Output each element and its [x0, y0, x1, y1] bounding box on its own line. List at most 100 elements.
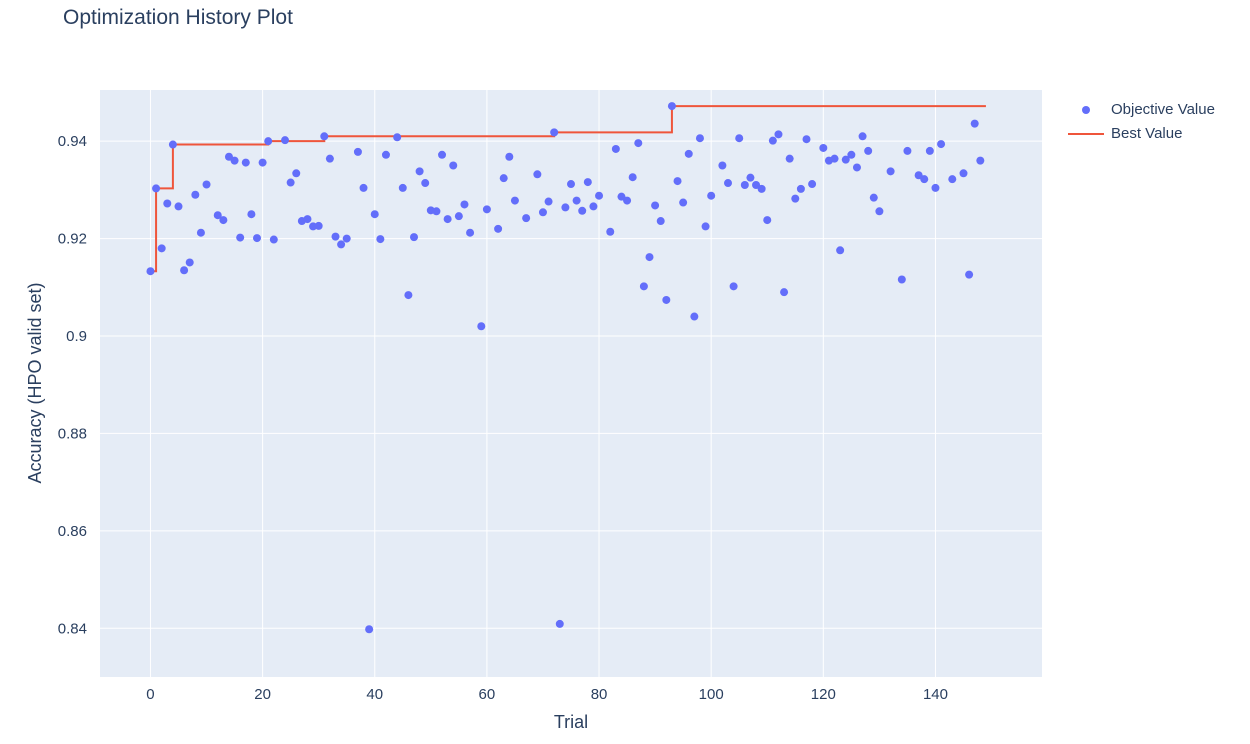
- data-point[interactable]: [393, 133, 402, 142]
- data-point[interactable]: [477, 322, 486, 331]
- data-point[interactable]: [897, 275, 906, 284]
- data-point[interactable]: [830, 154, 839, 163]
- data-point[interactable]: [146, 267, 155, 276]
- data-point[interactable]: [847, 150, 856, 159]
- data-point[interactable]: [639, 282, 648, 291]
- data-point[interactable]: [258, 158, 267, 167]
- data-point[interactable]: [589, 202, 598, 211]
- data-point[interactable]: [538, 208, 547, 217]
- data-point[interactable]: [679, 198, 688, 207]
- data-point[interactable]: [757, 184, 766, 193]
- data-point[interactable]: [454, 212, 463, 221]
- data-point[interactable]: [353, 147, 362, 156]
- data-point[interactable]: [948, 175, 957, 184]
- data-point[interactable]: [875, 207, 884, 216]
- data-point[interactable]: [684, 149, 693, 158]
- data-point[interactable]: [432, 207, 441, 216]
- data-point[interactable]: [937, 140, 946, 149]
- data-point[interactable]: [965, 270, 974, 279]
- data-point[interactable]: [931, 183, 940, 192]
- data-point[interactable]: [247, 210, 256, 219]
- data-point[interactable]: [628, 173, 637, 182]
- data-point[interactable]: [768, 136, 777, 145]
- data-point[interactable]: [959, 169, 968, 178]
- data-point[interactable]: [281, 136, 290, 145]
- data-point[interactable]: [774, 130, 783, 139]
- data-point[interactable]: [695, 134, 704, 143]
- data-point[interactable]: [550, 128, 559, 137]
- data-point[interactable]: [264, 137, 273, 146]
- data-point[interactable]: [651, 201, 660, 210]
- data-point[interactable]: [802, 135, 811, 144]
- data-point[interactable]: [522, 214, 531, 223]
- data-point[interactable]: [168, 140, 177, 149]
- data-point[interactable]: [858, 132, 867, 141]
- data-point[interactable]: [572, 196, 581, 205]
- data-point[interactable]: [421, 179, 430, 188]
- data-point[interactable]: [970, 119, 979, 128]
- data-point[interactable]: [370, 210, 379, 219]
- data-point[interactable]: [533, 170, 542, 179]
- data-point[interactable]: [667, 102, 676, 111]
- data-point[interactable]: [202, 180, 211, 189]
- data-point[interactable]: [976, 156, 985, 165]
- data-point[interactable]: [404, 291, 413, 300]
- data-point[interactable]: [174, 202, 183, 211]
- data-point[interactable]: [836, 246, 845, 255]
- legend-item-objective-value[interactable]: Objective Value: [1068, 98, 1248, 122]
- data-point[interactable]: [841, 155, 850, 164]
- data-point[interactable]: [785, 154, 794, 163]
- data-point[interactable]: [415, 167, 424, 176]
- data-point[interactable]: [634, 139, 643, 148]
- legend-item-best-value[interactable]: Best Value: [1068, 122, 1248, 146]
- data-point[interactable]: [185, 258, 194, 267]
- data-point[interactable]: [852, 163, 861, 172]
- data-point[interactable]: [567, 180, 575, 189]
- data-point[interactable]: [673, 177, 682, 186]
- data-point[interactable]: [303, 215, 312, 224]
- data-point[interactable]: [903, 146, 912, 155]
- data-point[interactable]: [595, 191, 604, 200]
- data-point[interactable]: [645, 253, 654, 262]
- data-point[interactable]: [443, 215, 452, 224]
- data-point[interactable]: [286, 178, 295, 187]
- data-point[interactable]: [292, 169, 301, 178]
- data-point[interactable]: [449, 161, 458, 170]
- data-point[interactable]: [656, 217, 665, 226]
- data-point[interactable]: [735, 134, 744, 143]
- data-point[interactable]: [196, 228, 205, 237]
- data-point[interactable]: [780, 288, 789, 297]
- data-point[interactable]: [505, 152, 514, 161]
- data-point[interactable]: [253, 234, 261, 243]
- data-point[interactable]: [410, 233, 418, 242]
- data-point[interactable]: [376, 235, 385, 244]
- data-point[interactable]: [740, 180, 749, 189]
- data-point[interactable]: [230, 156, 239, 165]
- data-point[interactable]: [707, 191, 716, 200]
- data-point[interactable]: [337, 240, 346, 249]
- data-point[interactable]: [314, 221, 323, 230]
- data-point[interactable]: [729, 282, 738, 291]
- data-point[interactable]: [331, 232, 340, 241]
- data-point[interactable]: [752, 180, 761, 189]
- data-point[interactable]: [718, 161, 727, 170]
- data-point[interactable]: [544, 197, 553, 206]
- data-point[interactable]: [325, 154, 334, 163]
- data-point[interactable]: [920, 175, 929, 184]
- data-point[interactable]: [499, 174, 508, 183]
- data-point[interactable]: [219, 216, 228, 225]
- data-point[interactable]: [617, 192, 626, 201]
- data-point[interactable]: [359, 183, 368, 192]
- data-point[interactable]: [224, 152, 233, 161]
- data-point[interactable]: [163, 199, 172, 208]
- data-point[interactable]: [510, 196, 519, 205]
- data-point[interactable]: [611, 144, 620, 153]
- data-point[interactable]: [690, 312, 699, 321]
- data-point[interactable]: [763, 216, 772, 225]
- data-point[interactable]: [606, 227, 615, 236]
- data-point[interactable]: [662, 295, 671, 304]
- data-point[interactable]: [157, 244, 166, 253]
- data-point[interactable]: [241, 158, 250, 167]
- data-point[interactable]: [796, 184, 805, 193]
- data-point[interactable]: [746, 173, 755, 182]
